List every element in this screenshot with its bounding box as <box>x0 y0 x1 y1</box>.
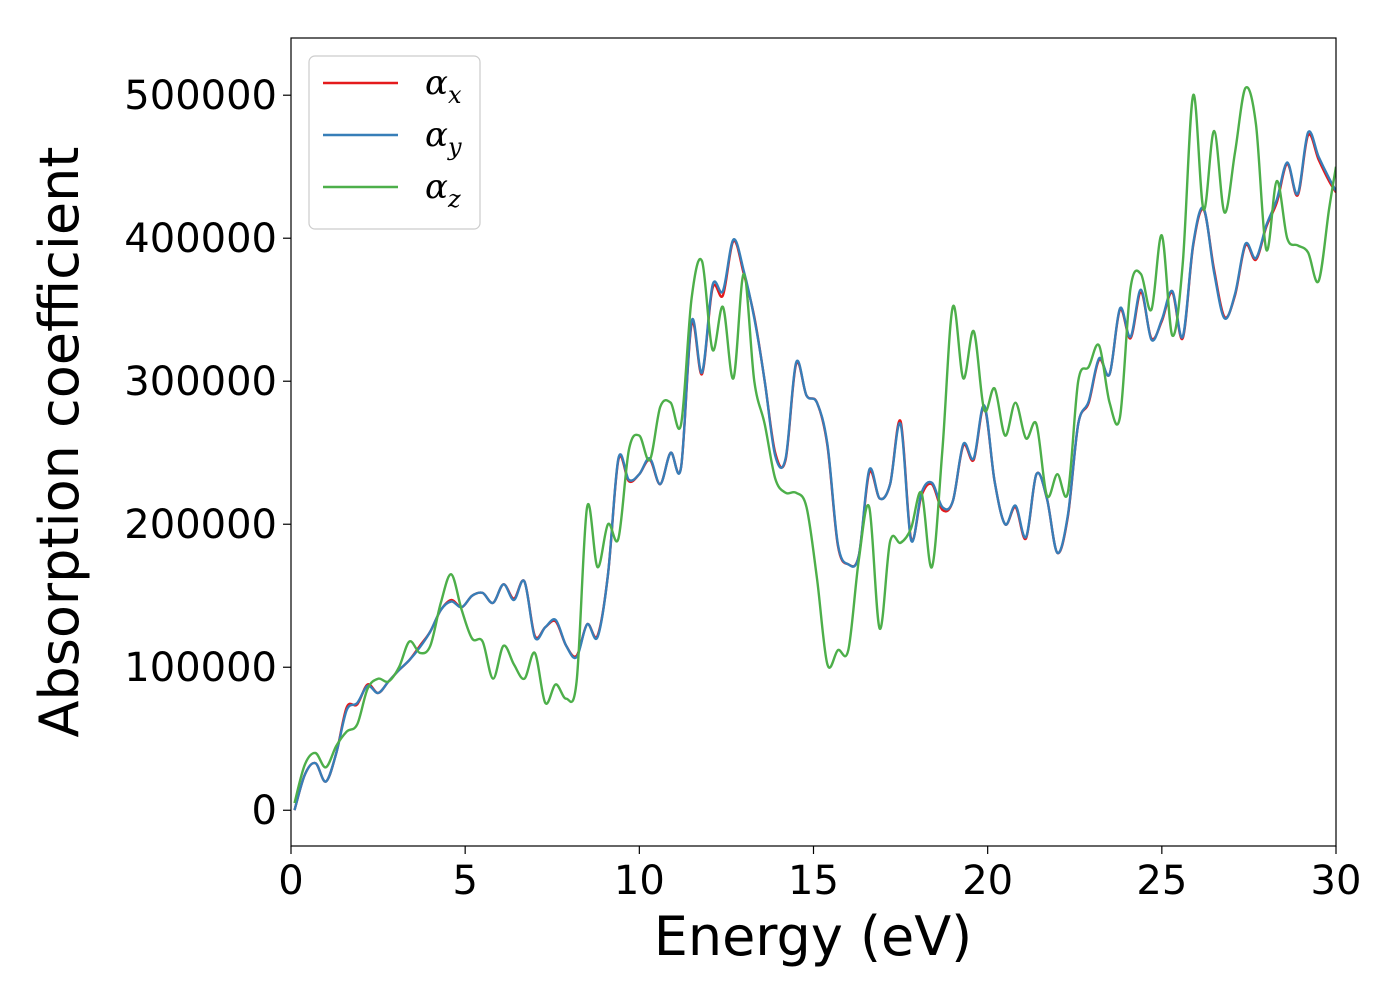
y-tick-label: 0 <box>252 788 277 834</box>
y-axis: 0 100000 200000 300000 400000 500000 <box>124 73 291 834</box>
legend: αx αy αz <box>308 55 481 230</box>
x-tick-label: 5 <box>452 858 477 904</box>
legend-label: αx <box>425 63 462 109</box>
x-tick-label: 0 <box>278 858 303 904</box>
x-tick-label: 15 <box>788 858 839 904</box>
x-axis: 0 5 10 15 20 25 30 <box>278 846 1361 904</box>
series-group <box>293 85 1336 811</box>
x-tick-label: 20 <box>962 858 1013 904</box>
x-tick-label: 10 <box>614 858 665 904</box>
y-tick-label: 200000 <box>124 502 277 548</box>
plot-area <box>293 85 1336 811</box>
y-tick-label: 300000 <box>124 359 277 405</box>
x-tick-label: 30 <box>1311 858 1362 904</box>
series-line-alpha-y <box>293 130 1336 811</box>
series-line-alpha-z <box>293 85 1336 804</box>
y-tick-label: 500000 <box>124 73 277 119</box>
y-tick-label: 100000 <box>124 645 277 691</box>
x-tick-label: 25 <box>1136 858 1187 904</box>
y-axis-label: Absorption coefficient <box>28 147 91 738</box>
y-tick-label: 400000 <box>124 216 277 262</box>
x-axis-label: Energy (eV) <box>654 905 973 968</box>
legend-label: αz <box>425 167 461 213</box>
legend-label: αy <box>425 115 462 161</box>
